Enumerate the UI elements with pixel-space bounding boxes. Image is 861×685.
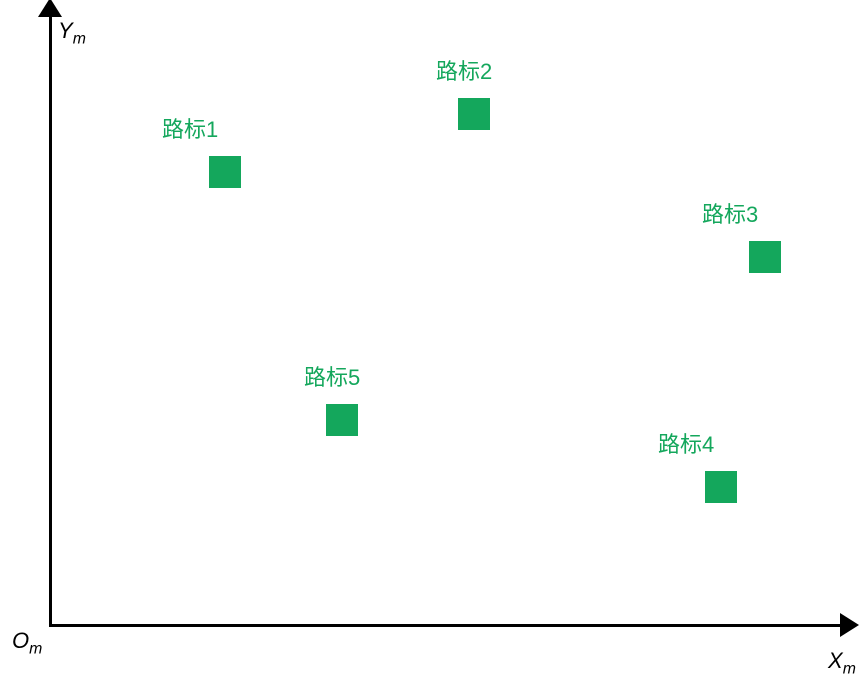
x-axis-arrowhead-icon [840,613,859,637]
landmark-marker-3 [749,241,781,273]
landmark-label-1: 路标1 [162,112,218,144]
landmark-label-3: 路标3 [702,197,758,229]
y-axis-arrowhead-icon [38,0,62,17]
landmark-marker-5 [326,404,358,436]
landmark-marker-4 [705,471,737,503]
y-axis-line [49,10,52,627]
landmark-label-5: 路标5 [304,360,360,392]
landmark-marker-2 [458,98,490,130]
y-axis-label: Ym [58,18,86,48]
landmark-label-4: 路标4 [658,427,714,459]
landmark-marker-1 [209,156,241,188]
landmark-scatter-chart: Ym Xm Om 路标1 路标2 路标3 路标4 路标5 [0,0,861,685]
origin-label: Om [12,628,42,658]
x-axis-line [49,624,843,627]
x-axis-label: Xm [828,648,856,678]
landmark-label-2: 路标2 [436,54,492,86]
